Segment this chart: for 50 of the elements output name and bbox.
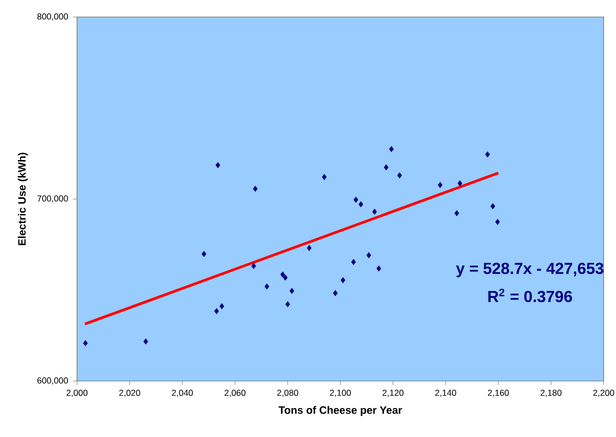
x-tick-label: 2,140 — [435, 390, 456, 397]
point — [358, 201, 364, 208]
point — [495, 218, 500, 225]
point — [397, 172, 402, 178]
x-tick-label: 2,000 — [66, 390, 88, 397]
x-tick-label: 2,100 — [330, 390, 351, 397]
x-tick-label: 2,060 — [224, 390, 246, 397]
point — [454, 210, 459, 216]
point — [214, 308, 219, 314]
point — [384, 164, 388, 170]
point — [354, 196, 358, 203]
annotation: y = 528.7x - 427,653 — [456, 262, 604, 278]
point — [340, 277, 346, 284]
point — [216, 162, 220, 168]
point — [251, 263, 256, 269]
point — [389, 146, 394, 152]
point — [490, 203, 496, 210]
x-tick-label: 2,200 — [593, 390, 614, 397]
point — [264, 284, 270, 290]
x-tick-label: 2,120 — [382, 390, 404, 397]
point — [280, 272, 285, 278]
point — [322, 174, 327, 180]
point — [333, 290, 338, 296]
point — [372, 208, 377, 215]
x-tick-label: 2,160 — [488, 390, 509, 397]
point — [376, 266, 382, 272]
y-axis-title: Electric Use (kWh) — [18, 152, 28, 246]
annotation: R$^{2}$ = 0.3796 — [488, 288, 572, 302]
point — [438, 182, 442, 188]
x-tick-label: 2,180 — [540, 390, 562, 397]
point — [253, 186, 258, 192]
point — [485, 151, 490, 158]
x-axis-title: Tons of Cheese per Year — [278, 406, 402, 416]
point — [366, 252, 372, 258]
y-tick-label: 800,000 — [37, 13, 68, 21]
point — [306, 245, 312, 251]
x-tick-label: 2,040 — [172, 390, 193, 397]
point — [290, 288, 294, 294]
point — [143, 338, 148, 344]
y-tick-label: 700,000 — [37, 195, 68, 203]
point — [458, 180, 462, 186]
x-tick-label: 2,020 — [119, 390, 140, 397]
y-tick-label: 600,000 — [37, 377, 68, 385]
point — [285, 301, 290, 308]
point — [283, 274, 288, 281]
point — [220, 303, 224, 310]
point — [83, 340, 88, 346]
x-tick-label: 2,080 — [277, 390, 298, 397]
point — [351, 259, 356, 265]
point — [202, 251, 206, 257]
